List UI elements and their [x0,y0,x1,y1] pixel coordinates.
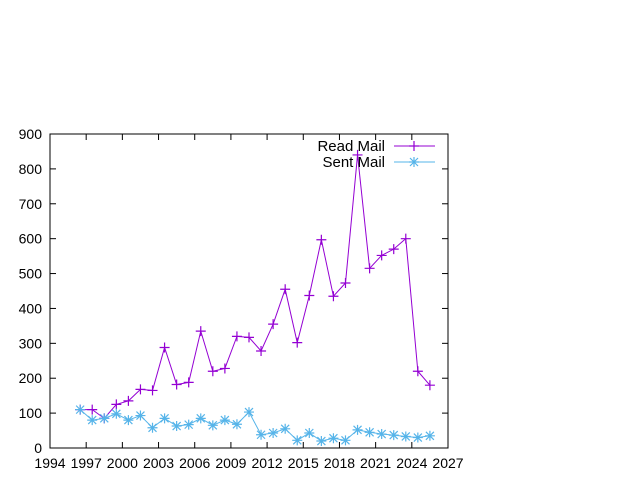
data-point [244,332,254,343]
y-tick-label: 800 [19,161,43,177]
data-point [388,244,399,255]
x-tick-label: 2015 [288,455,319,471]
plot-border [49,133,449,449]
data-point [111,399,122,410]
data-point [147,385,158,396]
axes: 0 100 200 300 400 500 600 700 800 900 1994 1997 2000… [19,126,464,471]
data-point [231,419,242,430]
data-point [340,277,351,288]
y-tick-label: 900 [19,126,43,142]
data-point [231,331,242,342]
data-point [171,421,182,432]
x-tick-label: 1994 [34,455,65,471]
data-point [400,431,411,442]
series-read-mail [75,149,435,424]
data-point [424,380,435,391]
y-tick-label: 500 [19,266,43,282]
y-tick-label: 100 [19,405,43,421]
data-point [256,346,267,357]
data-point [316,436,327,447]
y-tick-label: 700 [19,196,43,212]
legend-marker [409,141,419,151]
data-point [195,326,206,337]
data-point [87,415,98,426]
data-point [99,413,110,424]
data-point [135,410,146,421]
data-point [75,404,86,415]
data-point [268,427,279,438]
data-point [292,435,303,446]
data-point [280,284,291,295]
data-point [207,420,218,431]
data-point [183,377,194,388]
data-point [316,234,327,245]
data-point [123,395,134,406]
y-tick-label: 200 [19,370,43,386]
data-point [135,384,146,395]
data-point [340,435,351,446]
x-tick-label: 2000 [107,455,138,471]
data-point [424,430,435,441]
data-point [292,337,303,348]
data-point [388,430,399,441]
y-tick-label: 600 [19,231,43,247]
data-point [256,429,267,440]
data-point [195,413,206,424]
data-point [304,290,315,301]
y-tick-label: 400 [19,300,43,316]
legend-label: Read Mail [317,138,385,155]
x-tick-label: 2009 [215,455,246,471]
data-point [159,413,170,424]
data-point [376,429,387,440]
x-tick-label: 1997 [71,455,102,471]
data-point [412,432,423,443]
data-point [87,404,98,415]
data-point [171,379,182,390]
data-point [352,149,363,160]
data-point [219,415,230,426]
x-tick-label: 2027 [432,455,463,471]
data-point [352,424,363,435]
series-group [75,149,435,447]
y-tick-label: 300 [19,335,43,351]
series-line [79,409,430,442]
data-point [376,250,387,261]
data-point [328,291,339,302]
data-point [268,319,279,330]
y-tick-label: 0 [34,440,42,456]
x-tick-label: 2024 [396,455,427,471]
data-point [207,366,218,377]
x-tick-label: 2012 [252,455,283,471]
data-point [183,419,194,430]
x-tick-label: 2018 [324,455,355,471]
data-point [123,415,134,426]
x-tick-label: 2003 [143,455,174,471]
series-sent-mail [75,404,435,447]
x-tick-label: 2021 [360,455,391,471]
data-point [400,233,411,244]
data-point [111,408,122,419]
data-point [412,366,423,377]
data-point [328,433,339,444]
series-line [80,154,431,420]
legend-label: Sent Mail [322,154,385,171]
data-point [304,427,315,438]
data-point [364,263,375,274]
data-point [280,423,291,434]
legend-marker [409,157,419,167]
data-point [147,422,158,433]
data-point [364,427,375,438]
x-tick-label: 2006 [179,455,210,471]
data-point [244,407,254,418]
data-point [159,342,170,353]
data-point [219,363,230,374]
